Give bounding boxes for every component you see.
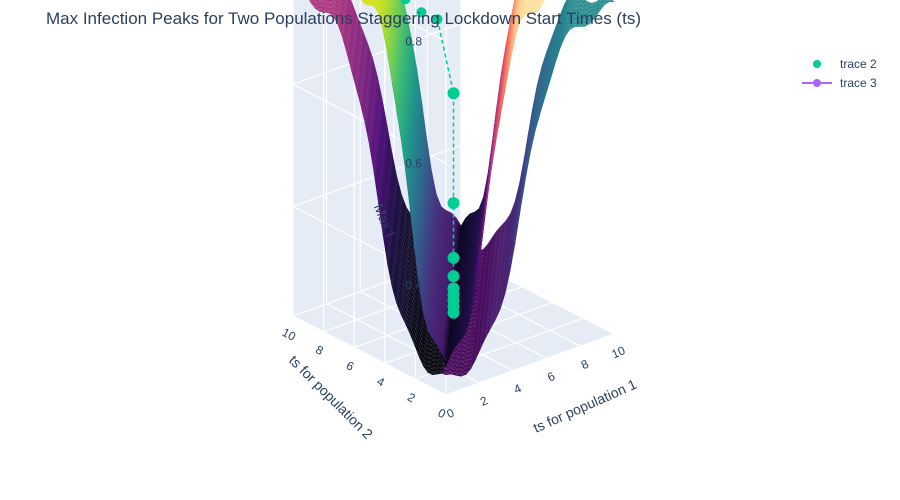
grid-line <box>384 0 554 365</box>
x-tick-label: 6 <box>545 369 557 385</box>
trace-2-point <box>447 197 460 210</box>
surface-patch <box>440 370 452 376</box>
trace-2-point <box>447 87 460 100</box>
y-axis-title: ts for population 2 <box>286 352 376 442</box>
y-tick-label: 8 <box>313 343 326 359</box>
z-tick-label: 0.4 <box>405 278 422 292</box>
legend-item-trace-2[interactable]: trace 2 <box>800 54 877 73</box>
trace-2-point <box>400 0 411 5</box>
legend: trace 2 trace 3 <box>800 54 877 92</box>
z-tick-label: 0.6 <box>405 156 422 170</box>
x-tick-label: 10 <box>609 343 627 361</box>
x-tick-label: 4 <box>512 381 524 397</box>
x-tick-label: 2 <box>478 393 490 409</box>
z-tick-label: 0.8 <box>405 34 422 48</box>
legend-line-marker-icon <box>800 76 834 90</box>
legend-item-trace-3[interactable]: trace 3 <box>800 73 877 92</box>
legend-label: trace 3 <box>840 75 877 90</box>
surface-patch <box>441 353 452 367</box>
chart-title: Max Infection Peaks for Two Populations … <box>46 9 641 28</box>
grid-line <box>445 17 615 396</box>
x-tick-label: 8 <box>579 357 591 373</box>
trace-2-point <box>447 251 460 264</box>
trace-2-point <box>447 306 460 319</box>
trace-2-series <box>400 0 460 319</box>
trace-2-point <box>432 14 443 25</box>
y-tick-label: 10 <box>280 325 299 344</box>
x-axis-title: ts for population 1 <box>531 376 639 436</box>
legend-marker-icon <box>800 57 834 71</box>
trace-2-point <box>416 7 427 18</box>
trace-2-point <box>447 270 460 283</box>
y-tick-label: 4 <box>374 374 387 390</box>
y-tick-label: 2 <box>405 390 418 406</box>
legend-label: trace 2 <box>840 56 877 71</box>
y-tick-label: 6 <box>344 358 357 374</box>
